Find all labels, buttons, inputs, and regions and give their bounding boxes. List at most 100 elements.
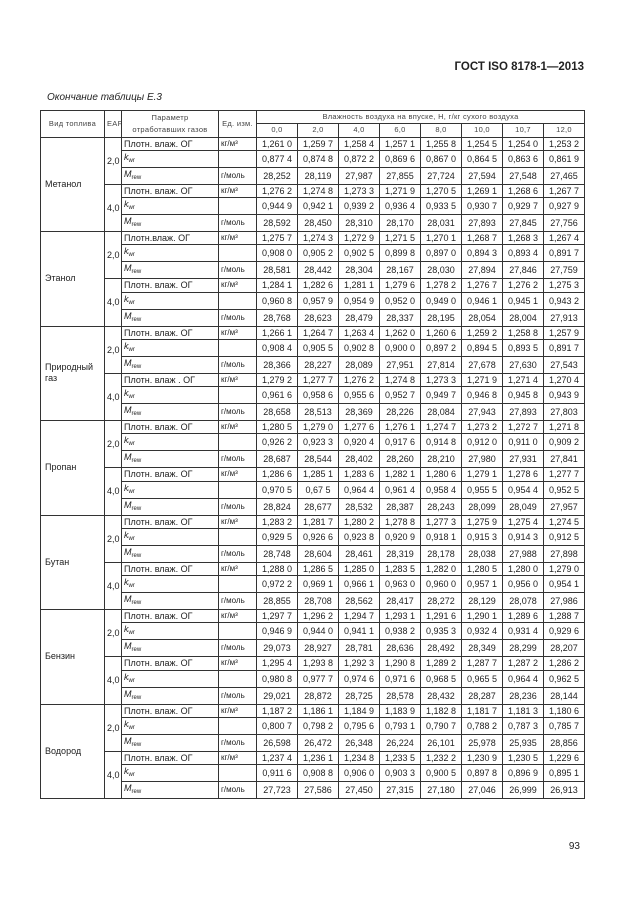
param-symbol: M <box>124 546 132 557</box>
value-cell: 1,259 7 <box>297 136 339 151</box>
header-humidity-value: 10,0 <box>461 123 503 138</box>
eaf-value: 4,0 <box>104 372 122 422</box>
value-cell: 0,961 4 <box>379 480 421 499</box>
value-cell: 28,119 <box>297 166 339 185</box>
value-cell: 28,562 <box>338 592 380 610</box>
value-cell: 28,272 <box>420 592 462 610</box>
unit-cell: кг/м³ <box>218 325 257 340</box>
value-cell: 0,915 3 <box>461 527 503 546</box>
value-cell: 28,144 <box>543 686 585 705</box>
value-cell: 1,274 3 <box>297 230 339 246</box>
value-cell: 1,296 2 <box>297 608 339 624</box>
fuel-name: Метанол <box>40 136 105 232</box>
eaf-value: 2,0 <box>104 608 122 658</box>
value-cell: 0,788 2 <box>461 716 503 735</box>
value-cell: 27,630 <box>502 355 544 374</box>
value-cell: 0,896 9 <box>502 764 544 782</box>
unit-cell <box>218 149 257 168</box>
value-cell: 26,101 <box>420 733 462 752</box>
value-cell: 1,280 6 <box>420 467 462 482</box>
param-cell: Mrew <box>121 403 219 421</box>
table-row: Mrew г/моль 28,252 28,119 27,987 27,855 27,724… <box>41 166 585 185</box>
value-cell: 28,658 <box>256 403 298 421</box>
value-cell: 1,277 3 <box>420 514 462 529</box>
value-cell: 1,261 0 <box>256 136 298 151</box>
value-cell: 0,908 4 <box>256 338 298 357</box>
value-cell: 28,402 <box>338 450 380 469</box>
table-row: Mrew г/моль 29,021 28,872 28,725 28,578 28,432… <box>41 686 585 705</box>
value-cell: 0,897 0 <box>420 244 462 263</box>
value-cell: 28,450 <box>297 214 339 232</box>
header-humidity-value: 4,0 <box>338 123 380 138</box>
value-cell: 0,954 4 <box>502 480 544 499</box>
value-cell: 1,282 1 <box>379 467 421 482</box>
table-row: kwr 0,960 8 0,957 9 0,954 9 0,952 0 0,949 0 0,… <box>41 291 585 310</box>
value-cell: 0,942 1 <box>297 197 339 215</box>
unit-cell <box>218 575 257 593</box>
table-row: Mrew г/моль 28,581 28,442 28,304 28,167 28,030… <box>41 261 585 280</box>
value-cell: 28,260 <box>379 450 421 469</box>
value-cell: 0,899 8 <box>379 244 421 263</box>
value-cell: 0,905 5 <box>297 338 339 357</box>
value-cell: 1,184 9 <box>338 703 380 718</box>
value-cell: 1,291 6 <box>420 608 462 624</box>
value-cell: 27,931 <box>502 450 544 469</box>
value-cell: 0,903 3 <box>379 764 421 782</box>
param-symbol: k <box>124 293 129 304</box>
param-symbol: M <box>124 216 132 226</box>
value-cell: 0,974 6 <box>338 669 380 688</box>
value-cell: 0,872 2 <box>338 149 380 168</box>
param-symbol: M <box>124 452 132 463</box>
eaf-value: 2,0 <box>104 703 122 752</box>
unit-cell: кг/м³ <box>218 467 257 482</box>
value-cell: 27,846 <box>502 261 544 280</box>
param-subscript: rew <box>131 316 142 323</box>
value-cell: 1,278 2 <box>420 278 462 293</box>
table-row: Mrew г/моль 28,658 28,513 28,369 28,226 28,084… <box>41 403 585 421</box>
param-cell: kwr <box>121 575 219 593</box>
value-cell: 1,286 6 <box>256 467 298 482</box>
unit-cell: кг/м³ <box>218 561 257 577</box>
value-cell: 0,956 0 <box>502 575 544 593</box>
param-subscript: rew <box>131 458 142 465</box>
param-cell: Плотн. влаж. ОГ <box>121 750 219 766</box>
unit-cell <box>218 480 257 499</box>
value-cell: 26,224 <box>379 733 421 752</box>
param-symbol: k <box>124 435 129 446</box>
value-cell: 27,046 <box>461 781 503 799</box>
param-cell: Плотн. влаж. ОГ <box>121 183 219 199</box>
param-symbol: k <box>124 482 129 493</box>
value-cell: 28,207 <box>543 639 585 658</box>
value-cell: 0,971 6 <box>379 669 421 688</box>
value-cell: 1,232 2 <box>420 750 462 766</box>
value-cell: 1,275 9 <box>461 514 503 529</box>
param-symbol: k <box>124 766 129 776</box>
table-row: 4,0 Плотн. влаж . ОГ кг/м³ 1,279 2 1,277 7 1,… <box>41 372 585 422</box>
param-symbol: k <box>124 199 129 209</box>
header-unit: Ед. изм. <box>218 110 257 138</box>
param-cell: Плотн. влаж. ОГ <box>121 467 219 482</box>
value-cell: 27,943 <box>461 403 503 421</box>
value-cell: 0,946 9 <box>256 622 298 641</box>
param-cell: Mrew <box>121 261 219 280</box>
eaf-value: 4,0 <box>104 467 122 516</box>
value-cell: 1,266 1 <box>256 325 298 340</box>
param-subscript: wr <box>128 630 135 637</box>
value-cell: 0,908 0 <box>256 244 298 263</box>
value-cell: 0,954 1 <box>543 575 585 593</box>
value-cell: 0,917 6 <box>379 433 421 452</box>
value-cell: 29,021 <box>256 686 298 705</box>
value-cell: 27,957 <box>543 497 585 516</box>
value-cell: 1,271 9 <box>379 183 421 199</box>
unit-cell: кг/м³ <box>218 372 257 388</box>
param-cell: kwr <box>121 716 219 735</box>
value-cell: 28,872 <box>297 686 339 705</box>
value-cell: 1,183 9 <box>379 703 421 718</box>
value-cell: 28,369 <box>338 403 380 421</box>
unit-cell: кг/м³ <box>218 703 257 718</box>
value-cell: 0,894 5 <box>461 338 503 357</box>
unit-cell <box>218 291 257 310</box>
param-subscript: rew <box>131 552 142 559</box>
header-humidity-value: 2,0 <box>297 123 339 138</box>
value-cell: 1,290 8 <box>379 656 421 671</box>
